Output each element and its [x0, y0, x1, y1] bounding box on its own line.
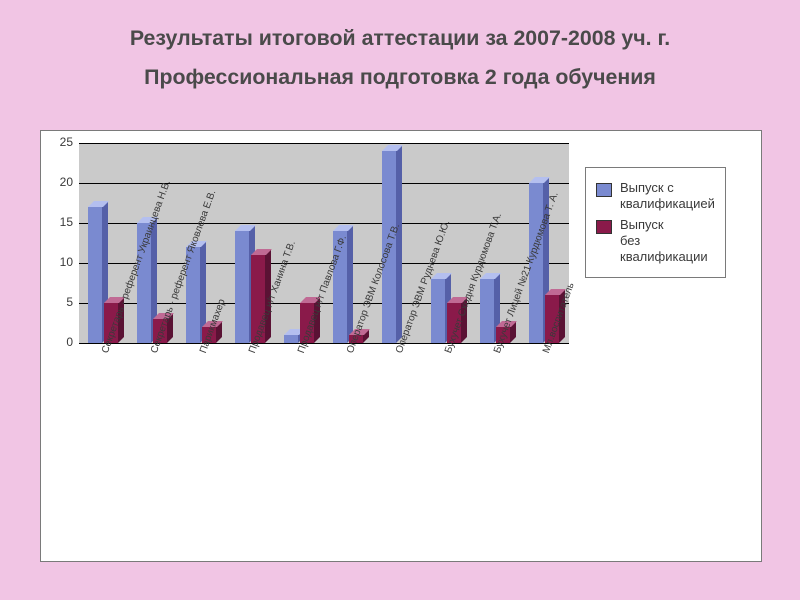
bar: [480, 279, 495, 343]
y-tick-label: 10: [41, 255, 73, 269]
y-tick-label: 15: [41, 215, 73, 229]
bar: [431, 279, 446, 343]
legend-row: Выпуск с квалификацией: [596, 180, 715, 213]
plot-area: [79, 143, 569, 343]
legend-row: Выпуск без квалификации: [596, 217, 715, 266]
legend-swatch: [596, 183, 612, 197]
title-line-2: Профессиональная подготовка 2 года обуче…: [0, 65, 800, 90]
chart-frame: 0510152025 Секретарь - референт Украинце…: [40, 130, 762, 562]
legend-label: Выпуск с квалификацией: [620, 180, 715, 213]
y-tick-label: 25: [41, 135, 73, 149]
legend-swatch: [596, 220, 612, 234]
legend-label: Выпуск без квалификации: [620, 217, 708, 266]
gridline: [79, 143, 569, 144]
y-tick-label: 20: [41, 175, 73, 189]
bar: [88, 207, 103, 343]
slide-titles: Результаты итоговой аттестации за 2007-2…: [0, 26, 800, 90]
bar: [284, 335, 299, 343]
legend: Выпуск с квалификацией Выпуск без квалифи…: [585, 167, 726, 278]
y-tick-label: 0: [41, 335, 73, 349]
bar: [235, 231, 250, 343]
title-line-1: Результаты итоговой аттестации за 2007-2…: [0, 26, 800, 51]
y-tick-label: 5: [41, 295, 73, 309]
page-root: Результаты итоговой аттестации за 2007-2…: [0, 0, 800, 600]
gridline: [79, 183, 569, 184]
